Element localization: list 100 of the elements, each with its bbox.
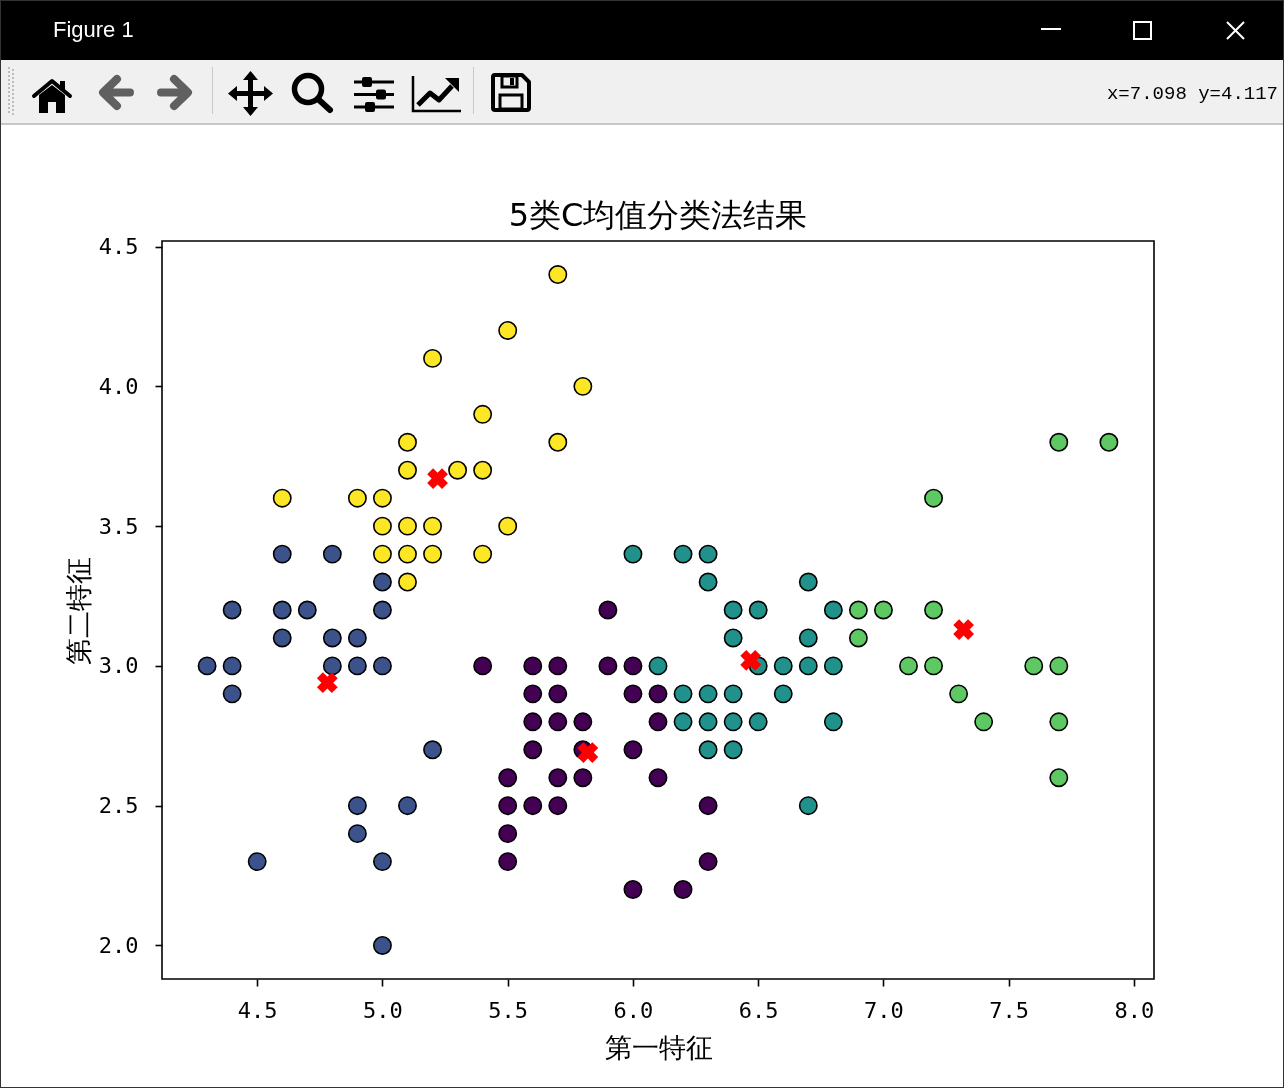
- point: [398, 432, 417, 452]
- point: [723, 684, 743, 704]
- point: [372, 544, 392, 564]
- point: [347, 824, 367, 844]
- point: [823, 656, 843, 676]
- point: [848, 628, 868, 648]
- point: [899, 656, 918, 676]
- point: [498, 516, 518, 536]
- point: [548, 796, 568, 816]
- point: [924, 600, 944, 620]
- point: [623, 740, 643, 760]
- point: [623, 880, 643, 899]
- point: [272, 600, 292, 620]
- point: [698, 544, 718, 564]
- point: [748, 712, 768, 732]
- point: [723, 600, 743, 620]
- point: [473, 460, 493, 480]
- point: [322, 628, 342, 648]
- point: [598, 656, 618, 676]
- point: [347, 796, 367, 816]
- point: [823, 712, 843, 732]
- point: [1099, 432, 1119, 452]
- point: [398, 544, 417, 564]
- point: [698, 796, 718, 816]
- point: [698, 740, 718, 760]
- point: [748, 600, 768, 620]
- y-tick-label: 3.0: [98, 653, 139, 679]
- point: [698, 572, 718, 592]
- y-axis-title: 第二特征: [62, 556, 94, 665]
- point: [648, 712, 668, 732]
- point: [372, 516, 392, 536]
- point: [974, 712, 994, 732]
- x-tick-label: 7.5: [989, 997, 1030, 1023]
- point: [577, 742, 599, 763]
- point: [698, 684, 718, 704]
- point: [347, 628, 367, 648]
- point: [573, 712, 593, 732]
- point: [823, 600, 843, 620]
- point: [498, 852, 518, 872]
- point: [473, 544, 493, 564]
- point: [798, 796, 818, 816]
- point: [372, 600, 392, 620]
- point: [623, 656, 643, 676]
- point: [222, 600, 242, 620]
- point: [1049, 432, 1069, 452]
- point: [372, 488, 392, 508]
- y-tick-label: 2.0: [98, 932, 139, 958]
- point: [423, 516, 443, 536]
- point: [523, 656, 543, 676]
- point: [648, 684, 668, 704]
- point: [523, 740, 543, 760]
- point: [272, 544, 292, 564]
- x-tick-label: 5.5: [488, 997, 529, 1023]
- y-tick-label: 3.5: [98, 513, 139, 539]
- point: [372, 852, 392, 872]
- point: [723, 712, 743, 732]
- point: [623, 544, 643, 564]
- point: [798, 572, 818, 592]
- x-tick-label: 6.5: [738, 997, 779, 1023]
- point: [773, 656, 793, 676]
- x-tick-label: 8.0: [1114, 997, 1155, 1023]
- point: [197, 656, 217, 676]
- point: [953, 619, 974, 640]
- point: [548, 768, 568, 788]
- point: [673, 684, 693, 704]
- y-tick-label: 4.5: [98, 234, 139, 260]
- point: [798, 656, 818, 676]
- point: [398, 796, 417, 816]
- point: [398, 460, 417, 480]
- point: [548, 684, 568, 704]
- point: [322, 656, 342, 676]
- point: [498, 768, 518, 788]
- point: [673, 880, 693, 899]
- x-tick-label: 6.0: [613, 997, 654, 1023]
- point: [498, 824, 518, 844]
- point: [523, 796, 543, 816]
- caption: Figure 1: [53, 16, 134, 44]
- point: [347, 656, 367, 676]
- point: [548, 432, 568, 452]
- x-tick-label: 5.0: [363, 997, 403, 1023]
- point: [548, 265, 568, 284]
- x-axis-title: 第一特征: [604, 1031, 713, 1063]
- point: [848, 600, 868, 620]
- x-tick-label: 7.0: [864, 997, 904, 1023]
- point: [1049, 656, 1069, 676]
- point: [398, 516, 417, 536]
- point: [740, 649, 762, 671]
- point: [798, 628, 818, 648]
- point: [698, 712, 718, 732]
- point: [548, 656, 568, 676]
- point: [423, 544, 443, 564]
- point: [272, 628, 292, 648]
- point: [222, 684, 242, 704]
- text: x=7.098 y=4.117: [1106, 82, 1278, 107]
- point: [473, 656, 493, 676]
- point: [673, 712, 693, 732]
- point: [623, 684, 643, 704]
- x-tick-label: 4.5: [237, 997, 278, 1023]
- point: [1049, 712, 1069, 732]
- point: [372, 936, 392, 955]
